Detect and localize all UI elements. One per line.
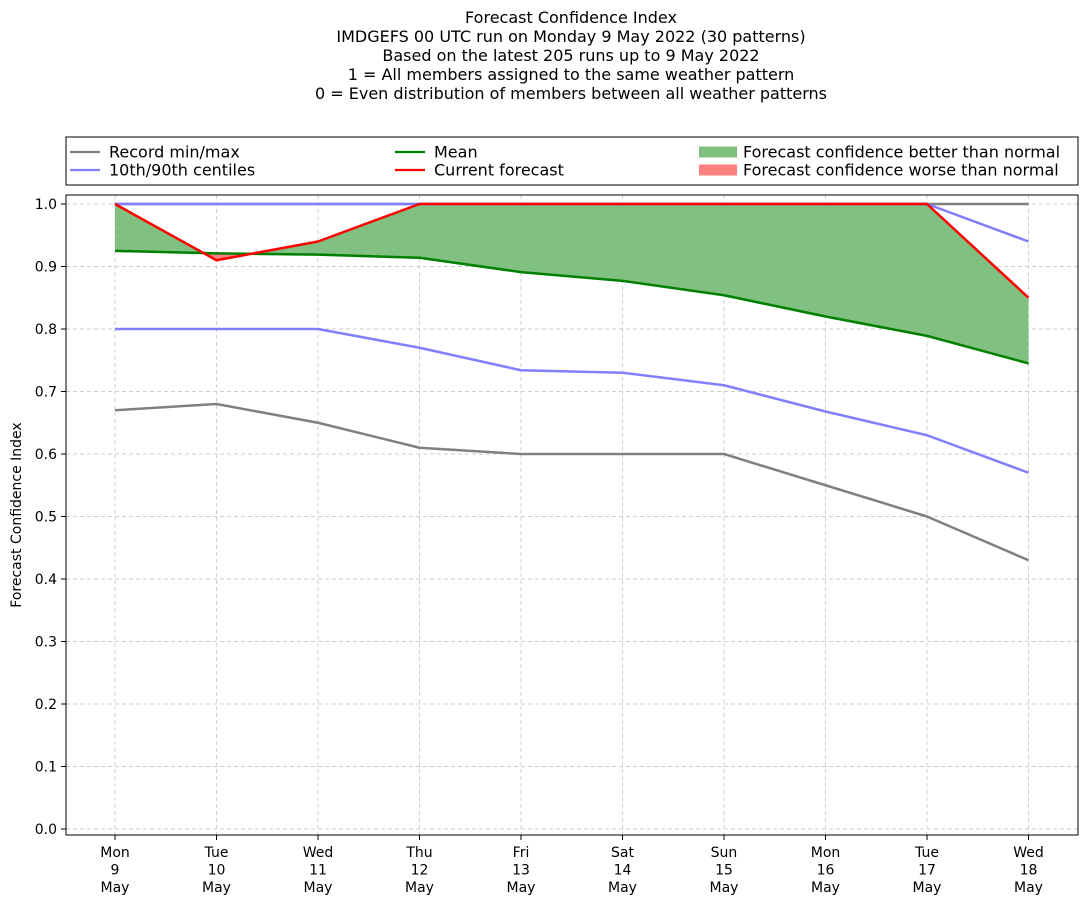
x-tick-label-8-2: May — [913, 880, 942, 896]
x-axis: Mon9MayTue10MayWed11MayThu12MayFri13MayS… — [100, 835, 1044, 896]
y-tick-label-5: 0.5 — [35, 510, 57, 526]
fill-segment-8 — [927, 204, 1029, 364]
title-line-5: 0 = Even distribution of members between… — [315, 84, 827, 103]
y-tick-label-10: 1.0 — [35, 197, 57, 213]
x-tick-label-1-0: Tue — [204, 845, 229, 861]
title-line-4: 1 = All members assigned to the same wea… — [348, 65, 795, 84]
series-line-mean — [114, 249, 1029, 365]
y-tick-label-1: 0.1 — [35, 760, 57, 776]
y-axis-label: Forecast Confidence Index — [9, 422, 25, 607]
y-tick-label-6: 0.6 — [35, 447, 57, 463]
y-tick-label-2: 0.2 — [35, 697, 57, 713]
series-lines — [114, 202, 1030, 562]
plot-area-frame — [65, 194, 1079, 836]
x-tick-label-0-1: 9 — [111, 863, 120, 879]
x-tick-label-4-0: Fri — [513, 845, 530, 861]
x-tick-label-0-0: Mon — [100, 845, 130, 861]
legend: Record min/max Mean Forecast confidence be… — [65, 136, 1079, 186]
legend-label-2: Forecast confidence better than normal — [743, 143, 1060, 162]
x-tick-label-3-2: May — [405, 880, 434, 896]
fill-segment-6 — [724, 204, 826, 317]
title-line-3: Based on the latest 205 runs up to 9 May… — [382, 46, 759, 65]
legend-swatch-5 — [699, 164, 737, 176]
y-tick-label-3: 0.3 — [35, 635, 57, 651]
y-axis: 0.0 0.1 0.2 0.3 0.4 0.5 0.6 0.7 0.8 0.9 1.0 — [35, 197, 66, 838]
fill-segment-5 — [622, 204, 724, 296]
title-line-1: Forecast Confidence Index — [465, 8, 677, 27]
x-tick-label-9-0: Wed — [1013, 845, 1044, 861]
x-tick-label-6-0: Sun — [711, 845, 738, 861]
y-tick-label-4: 0.4 — [35, 572, 57, 588]
x-tick-label-0-2: May — [101, 880, 130, 896]
legend-label-0: Record min/max — [109, 143, 240, 162]
fill-segment-3 — [419, 204, 521, 273]
x-tick-label-8-1: 17 — [918, 863, 936, 879]
confidence-fill — [115, 204, 1029, 364]
y-tick-label-9: 0.9 — [35, 260, 57, 276]
y-tick-label-8: 0.8 — [35, 322, 57, 338]
x-tick-label-7-2: May — [811, 880, 840, 896]
y-tick-label-0: 0.0 — [35, 822, 57, 838]
fill-segment-2 — [318, 204, 420, 258]
y-tick-label-7: 0.7 — [35, 385, 57, 401]
x-tick-label-2-2: May — [304, 880, 333, 896]
series-line-current — [114, 202, 1030, 299]
legend-frame — [65, 136, 1079, 186]
x-tick-label-1-2: May — [202, 880, 231, 896]
x-tick-label-6-1: 15 — [715, 863, 733, 879]
legend-label-5: Forecast confidence worse than normal — [743, 161, 1059, 180]
legend-label-3: 10th/90th centiles — [109, 161, 255, 180]
legend-swatch-2 — [699, 146, 737, 158]
series-line-record-min — [114, 402, 1029, 562]
x-tick-label-2-1: 11 — [309, 863, 327, 879]
x-tick-label-5-1: 14 — [614, 863, 632, 879]
legend-label-1: Mean — [434, 143, 478, 162]
x-tick-label-5-2: May — [608, 880, 637, 896]
x-tick-label-2-0: Wed — [303, 845, 334, 861]
x-tick-label-8-0: Tue — [914, 845, 939, 861]
x-tick-label-9-1: 18 — [1020, 863, 1038, 879]
x-tick-label-7-1: 16 — [817, 863, 835, 879]
x-tick-label-7-0: Mon — [811, 845, 841, 861]
series-line-p10 — [115, 327, 1029, 474]
title-line-2: IMDGEFS 00 UTC run on Monday 9 May 2022 … — [336, 27, 805, 46]
x-tick-label-6-2: May — [710, 880, 739, 896]
x-tick-label-4-2: May — [507, 880, 536, 896]
x-tick-label-3-1: 12 — [411, 863, 429, 879]
x-tick-label-1-1: 10 — [208, 863, 226, 879]
x-tick-label-4-1: 13 — [512, 863, 530, 879]
gridlines — [66, 195, 1078, 835]
fill-segment-4 — [521, 204, 623, 281]
x-tick-label-9-2: May — [1014, 880, 1043, 896]
legend-label-4: Current forecast — [434, 161, 564, 180]
x-tick-label-5-0: Sat — [611, 845, 634, 861]
fill-segment-7 — [825, 204, 927, 336]
x-tick-label-3-0: Thu — [405, 845, 432, 861]
